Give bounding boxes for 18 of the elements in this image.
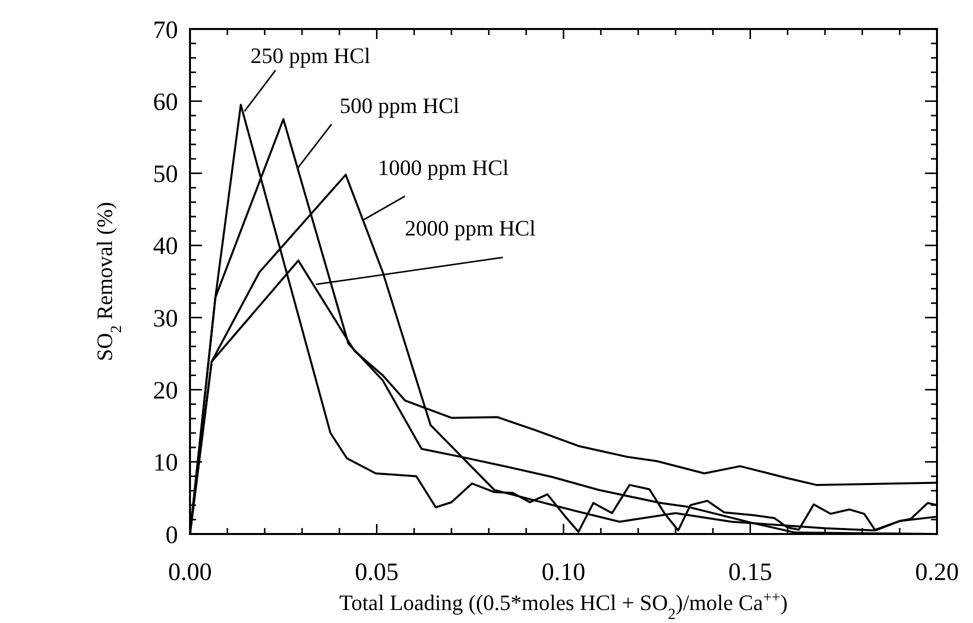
x-tick-label: 0.00: [168, 559, 212, 586]
annotation: 1000 ppm HCl: [378, 155, 509, 180]
x-tick-label: 0.15: [728, 559, 772, 586]
y-tick-label: 40: [153, 233, 178, 260]
y-tick-label: 50: [153, 161, 178, 188]
y-tick-label: 60: [153, 88, 178, 116]
x-tick-label: 0.10: [542, 559, 586, 586]
y-tick-label: 30: [153, 305, 178, 332]
y-tick-label: 20: [153, 377, 178, 404]
y-tick-label: 10: [153, 450, 178, 477]
x-tick-label: 0.05: [354, 559, 399, 586]
annotation: 500 ppm HCl: [340, 93, 460, 118]
annotation: 2000 ppm HCl: [404, 215, 536, 240]
x-tick-label: 0.20: [915, 559, 959, 586]
y-tick-label: 70: [153, 16, 178, 44]
annotation: 250 ppm HCl: [250, 43, 370, 68]
x-axis-title: Total Loading ((0.5*moles HCl + SO$_{2}$)/mole Ca$^{++}$): [339, 588, 788, 622]
y-tick-label: 0: [166, 522, 178, 549]
